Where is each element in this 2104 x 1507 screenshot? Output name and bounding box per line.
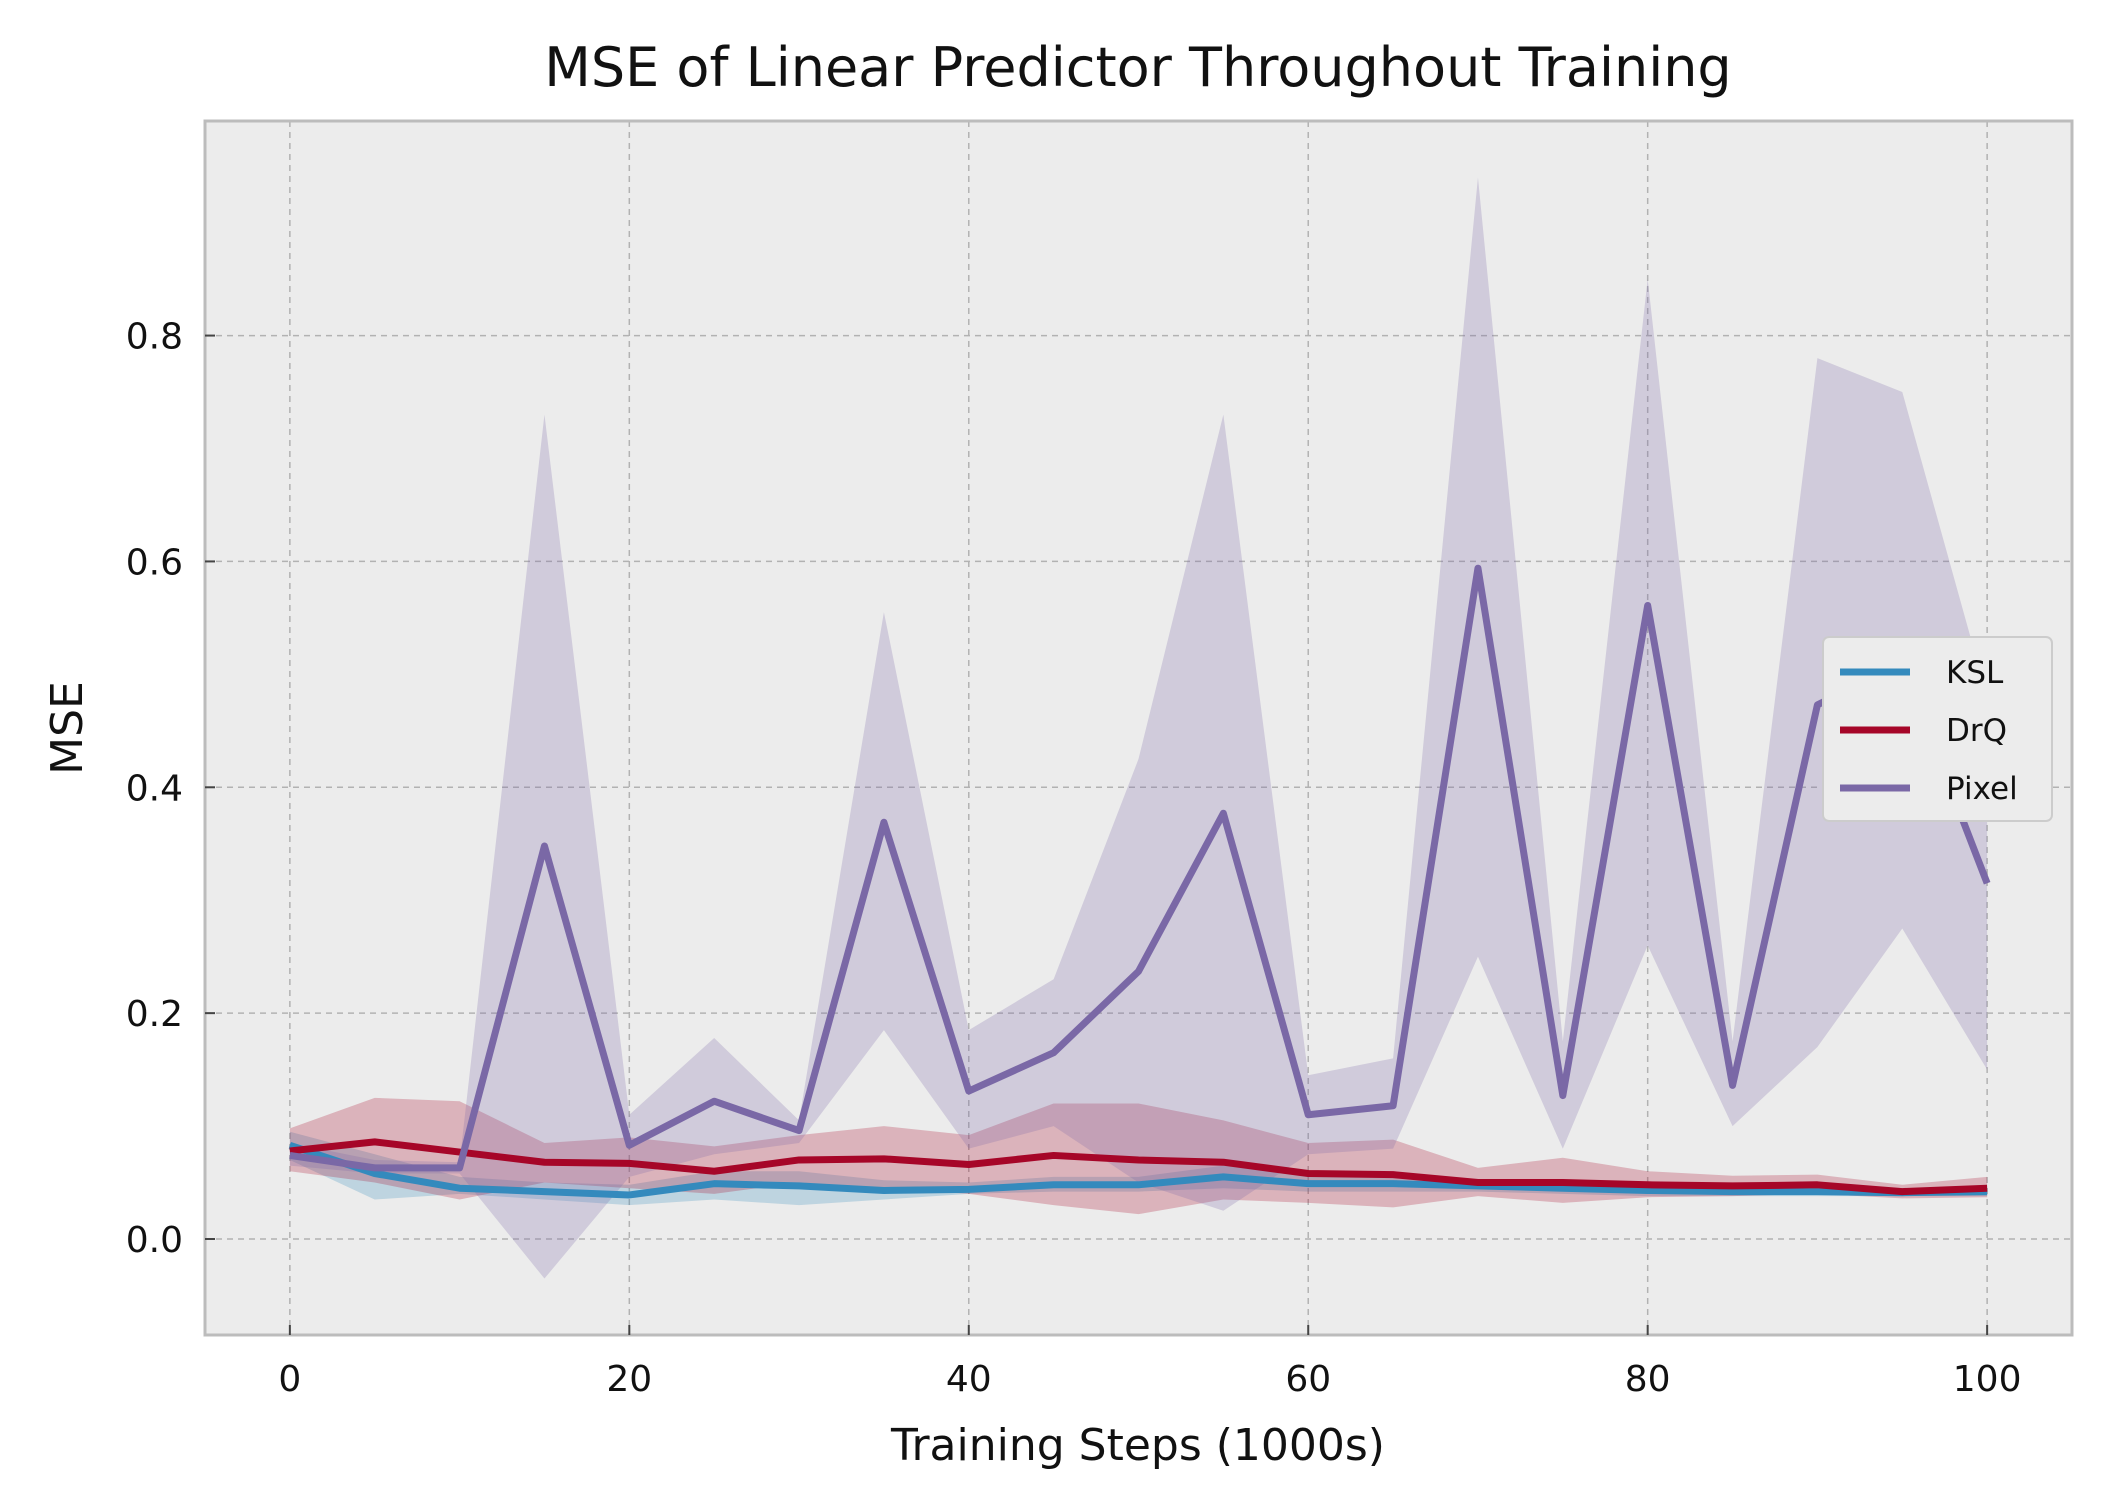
line-drq (289, 1138, 1988, 1196)
y-axis-label: MSE (42, 681, 93, 775)
y-tick-label: 0.6 (126, 542, 183, 583)
x-tick-label: 60 (1285, 1359, 1331, 1400)
legend-label-drq: DrQ (1946, 713, 2007, 749)
x-tick-label: 0 (278, 1359, 301, 1400)
y-tick-label: 0.2 (126, 994, 183, 1035)
legend-label-ksl: KSL (1946, 655, 2004, 691)
x-tick-label: 100 (1953, 1359, 2022, 1400)
series-lines (288, 564, 1991, 1199)
plot-frame (203, 119, 2074, 1337)
x-tick-label: 80 (1625, 1359, 1671, 1400)
plot-area (205, 121, 2072, 1335)
line-pixel (289, 564, 1991, 1172)
x-tick-label: 40 (946, 1359, 992, 1400)
y-tick-label: 0.0 (126, 1220, 183, 1261)
legend-box (1822, 636, 2053, 822)
y-axis-ticks: 0.0 0.2 0.4 0.6 0.8 (126, 317, 215, 1261)
y-tick-label: 0.4 (126, 768, 183, 809)
y-tick-label: 0.8 (126, 317, 183, 358)
legend-label-pixel: Pixel (1946, 771, 2018, 807)
line-ksl (288, 1141, 1988, 1199)
grid (205, 121, 2072, 1335)
x-tick-label: 20 (606, 1359, 652, 1400)
x-axis-ticks: 0 20 40 60 80 100 (278, 1325, 2021, 1400)
x-axis-label: Training Steps (1000s) (890, 1420, 1385, 1471)
chart-title: MSE of Linear Predictor Throughout Train… (544, 36, 1731, 99)
legend: KSL DrQ Pixel (1822, 636, 2053, 822)
